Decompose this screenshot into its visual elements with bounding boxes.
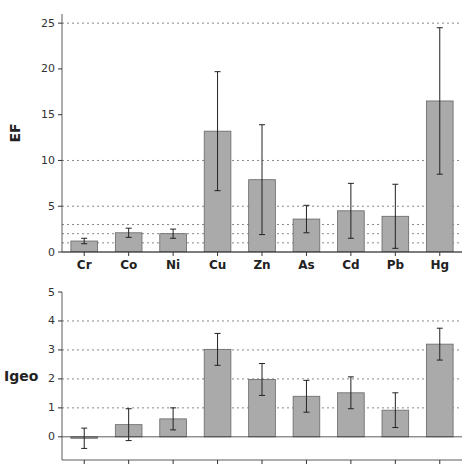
y-tick-label: 3 [48, 343, 55, 356]
error-bar [348, 183, 354, 238]
x-tick [128, 252, 129, 256]
y-tick [58, 378, 62, 379]
y-tick [58, 114, 62, 115]
x-tick-label: Zn [253, 258, 270, 272]
y-tick-label: 0 [48, 246, 55, 259]
y-tick [58, 407, 62, 408]
error-bar [259, 364, 265, 396]
y-tick-label: 15 [41, 108, 55, 121]
y-tick-label: 5 [48, 286, 55, 299]
y-tick [58, 349, 62, 350]
x-tick-label: Ni [166, 258, 180, 272]
error-bar [392, 393, 398, 428]
error-bar [303, 380, 309, 412]
x-tick [128, 460, 129, 464]
error-bar [170, 408, 176, 430]
reference-line [62, 23, 462, 24]
y-tick-label: 4 [48, 314, 55, 327]
error-bar [348, 377, 354, 409]
reference-line [62, 320, 462, 321]
error-bar [215, 333, 221, 365]
y-tick-label: 20 [41, 62, 55, 75]
error-bar [126, 409, 132, 441]
x-tick-label: Hg [430, 258, 449, 272]
x-tick [350, 252, 351, 256]
error-bar [437, 328, 443, 360]
y-tick [58, 23, 62, 24]
y-tick [58, 160, 62, 161]
error-bar [126, 228, 132, 237]
reference-line [62, 349, 462, 350]
y-axis-label: EF [7, 123, 23, 142]
error-bar [81, 238, 87, 243]
chart: 0 5 10 15 20 25 Cr Co Ni Cu Zn As Cd Pb Hg EF 0 1 2 3 4 5 Igeo [0, 0, 474, 474]
x-tick [217, 252, 218, 256]
error-bar [215, 72, 221, 191]
x-tick [84, 460, 85, 464]
y-tick [58, 320, 62, 321]
y-axis [62, 292, 63, 460]
baseline [62, 436, 462, 437]
x-tick [395, 460, 396, 464]
panel: 0 1 2 3 4 5 Igeo [4, 286, 462, 465]
x-tick [262, 252, 263, 256]
x-tick [173, 252, 174, 256]
x-tick [439, 460, 440, 464]
x-tick [306, 252, 307, 256]
x-tick [262, 460, 263, 464]
x-tick-label: Cu [209, 258, 226, 272]
plot-area [62, 321, 462, 448]
y-tick-label: 5 [48, 200, 55, 213]
y-tick [58, 292, 62, 293]
y-axis [62, 14, 63, 252]
y-tick-label: 1 [48, 401, 55, 414]
error-bar [81, 428, 87, 448]
error-bar [437, 28, 443, 174]
y-tick-label: 0 [48, 430, 55, 443]
x-tick-label: As [298, 258, 314, 272]
plot-area [62, 23, 462, 252]
x-tick [217, 460, 218, 464]
x-tick-label: Pb [387, 258, 405, 272]
y-tick-label: 25 [41, 17, 55, 30]
error-bar [170, 229, 176, 238]
y-tick [58, 68, 62, 69]
x-tick [439, 252, 440, 256]
y-tick [58, 436, 62, 437]
y-tick-label: 2 [48, 372, 55, 385]
y-tick [58, 206, 62, 207]
y-tick [58, 252, 62, 253]
x-tick [306, 460, 307, 464]
x-tick-label: Co [120, 258, 137, 272]
x-tick [350, 460, 351, 464]
error-bar [303, 205, 309, 232]
error-bar [392, 184, 398, 248]
x-tick [395, 252, 396, 256]
error-bar [259, 125, 265, 235]
y-tick-label: 10 [41, 154, 55, 167]
x-tick-label: Cd [342, 258, 359, 272]
x-tick [84, 252, 85, 256]
x-tick-label: Cr [77, 258, 92, 272]
x-tick [173, 460, 174, 464]
y-axis-label: Igeo [4, 368, 39, 384]
panel: 0 5 10 15 20 25 Cr Co Ni Cu Zn As Cd Pb Hg EF [7, 14, 462, 272]
